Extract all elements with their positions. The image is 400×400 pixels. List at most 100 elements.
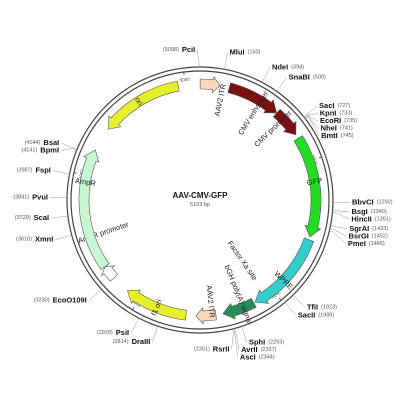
site-bsai-name: BsaI (43, 138, 59, 147)
site-ecoo109i-name: EcoO109I (53, 296, 87, 305)
site-asci-position: (2344) (259, 355, 275, 361)
site-psii-leader (130, 318, 140, 334)
site-bsai-leader (61, 142, 78, 150)
site-sgrai-name: SgrAI (349, 224, 369, 233)
site-asci[interactable]: AscI (2344) (240, 352, 275, 361)
tick-mark (278, 297, 282, 301)
site-bmti[interactable]: BmtI (745) (321, 131, 354, 140)
site-psii-position: (2939) (97, 331, 113, 337)
site-pcii[interactable]: (5098) PciI (163, 45, 195, 54)
site-xmni[interactable]: (3610) XmnI (16, 235, 53, 244)
site-draiii-position: (2814) (113, 340, 129, 346)
site-bsai-position: (4144) (25, 140, 41, 146)
site-bbvci-position: (1290) (377, 200, 393, 206)
site-pcii-name: PciI (182, 45, 195, 54)
site-sgrai[interactable]: SgrAI (1433) (349, 224, 388, 233)
site-tfii-name: TfiI (307, 302, 318, 311)
site-avrii[interactable]: AvrII (2337) (241, 345, 276, 354)
site-pvui-name: PvuI (32, 192, 48, 201)
site-tfii[interactable]: TfiI (1923) (307, 302, 337, 311)
site-bsai[interactable]: (4144) BsaI (25, 138, 60, 147)
site-hincii-name: HincII (351, 214, 371, 223)
site-rsrii-name: RsrII (213, 345, 230, 354)
site-sphi[interactable]: SphI (2293) (249, 337, 284, 346)
site-snabi-position: (500) (313, 75, 326, 81)
site-nhei[interactable]: NheI (741) (321, 124, 353, 133)
site-ecori[interactable]: EcoRI (735) (320, 116, 357, 125)
feature-cmv-promoter-arrow[interactable] (272, 108, 297, 136)
site-sphi-leader (241, 326, 248, 343)
site-psii[interactable]: (2939) PsiI (97, 328, 129, 337)
site-bsrgi-name: BsrGI (348, 231, 368, 240)
site-ecoo109i[interactable]: (3230) EcoO109I (34, 296, 87, 305)
site-bsrgi-position: (1452) (372, 234, 388, 240)
site-ecori-leader (304, 115, 319, 122)
site-snabi[interactable]: SnaBI (500) (289, 73, 326, 82)
site-saci-name: SacI (319, 101, 334, 110)
site-sgrai-leader (330, 225, 348, 230)
site-draiii-name: DraIII (132, 337, 151, 346)
site-xmni-position: (3610) (16, 237, 32, 243)
site-sacii[interactable]: SacII (1989) (298, 310, 335, 319)
feature-ampr-label: AmpR (74, 176, 97, 188)
site-asci-name: AscI (240, 352, 256, 361)
site-sacii-name: SacII (298, 310, 316, 319)
site-ecoo109i-leader (88, 289, 102, 301)
site-scai-position: (3729) (15, 216, 31, 222)
site-bmti-name: BmtI (321, 131, 338, 140)
site-fspi-name: FspI (35, 166, 50, 175)
site-pcii-leader (196, 49, 200, 68)
site-hincii-position: (1351) (375, 217, 391, 223)
feature-ori-arrow[interactable] (107, 80, 180, 130)
site-saci-leader (303, 105, 318, 118)
site-pvui-position: (3841) (13, 195, 29, 201)
site-avrii-name: AvrII (241, 345, 257, 354)
backbone-layer (66, 66, 334, 334)
site-draiii[interactable]: (2814) DraIII (113, 337, 151, 346)
site-nhei-position: (741) (340, 126, 353, 132)
site-rsrii[interactable]: (2351) RsrII (194, 345, 230, 354)
site-ndei[interactable]: NdeI (394) (272, 62, 304, 71)
site-avrii-leader (234, 328, 240, 351)
site-bmti-leader (305, 116, 320, 137)
site-bsgi[interactable]: BsgI (1340) (352, 207, 387, 216)
site-nhei-leader (305, 115, 319, 129)
site-xmni-leader (55, 234, 72, 240)
site-sphi-name: SphI (249, 337, 265, 346)
site-scai[interactable]: (3729) ScaI (15, 213, 49, 222)
tick-mark (131, 307, 135, 311)
site-ecoo109i-position: (3230) (34, 298, 50, 304)
site-bsrgi[interactable]: BsrGI (1452) (348, 231, 388, 240)
site-draiii-leader (152, 326, 158, 343)
site-ecori-name: EcoRI (320, 116, 341, 125)
tick-label: 5000 (179, 76, 190, 82)
feature-wpre-arrow[interactable] (254, 237, 315, 304)
site-hincii[interactable]: HincII (1351) (351, 214, 390, 223)
site-bpmi-leader (61, 148, 77, 151)
feature-ampr-promoter-arrow[interactable] (101, 265, 119, 282)
center-layer: AAV-CMV-GFP 5103 bp (173, 191, 229, 208)
feature-bgh-poly-a-signal-arrow[interactable] (222, 297, 257, 320)
plasmid-name: AAV-CMV-GFP (173, 191, 229, 200)
site-mlui[interactable]: MluI (150) (230, 48, 261, 57)
site-rsrii-leader (231, 328, 234, 350)
site-saci[interactable]: SacI (727) (319, 101, 350, 110)
site-kpni[interactable]: KpnI (733) (320, 109, 353, 118)
site-bpmi[interactable]: (4141) BpmI (21, 145, 59, 154)
feature-aav2-itr-arrow[interactable] (195, 307, 217, 325)
site-bbvci[interactable]: BbvCI (1290) (352, 198, 393, 207)
site-tfii-position: (1923) (321, 305, 337, 311)
site-pmei[interactable]: PmeI (1466) (348, 239, 385, 248)
site-fspi[interactable]: (3987) FspI (17, 166, 51, 175)
tick-mark (73, 172, 77, 174)
feature-aav2-itr-arrow[interactable] (199, 75, 221, 94)
feature-f1-ori-arrow[interactable] (127, 289, 187, 321)
feature-cmv-enhancer-arrow[interactable] (227, 82, 278, 114)
feature-gfp-arrow[interactable] (293, 135, 322, 238)
feature-ampr-arrow[interactable] (78, 149, 110, 270)
site-pvui[interactable]: (3841) PvuI (13, 192, 48, 201)
site-tfii-leader (292, 294, 306, 308)
site-bmti-position: (745) (341, 134, 354, 140)
site-bsrgi-leader (329, 228, 347, 237)
site-bsgi-leader (332, 210, 350, 213)
